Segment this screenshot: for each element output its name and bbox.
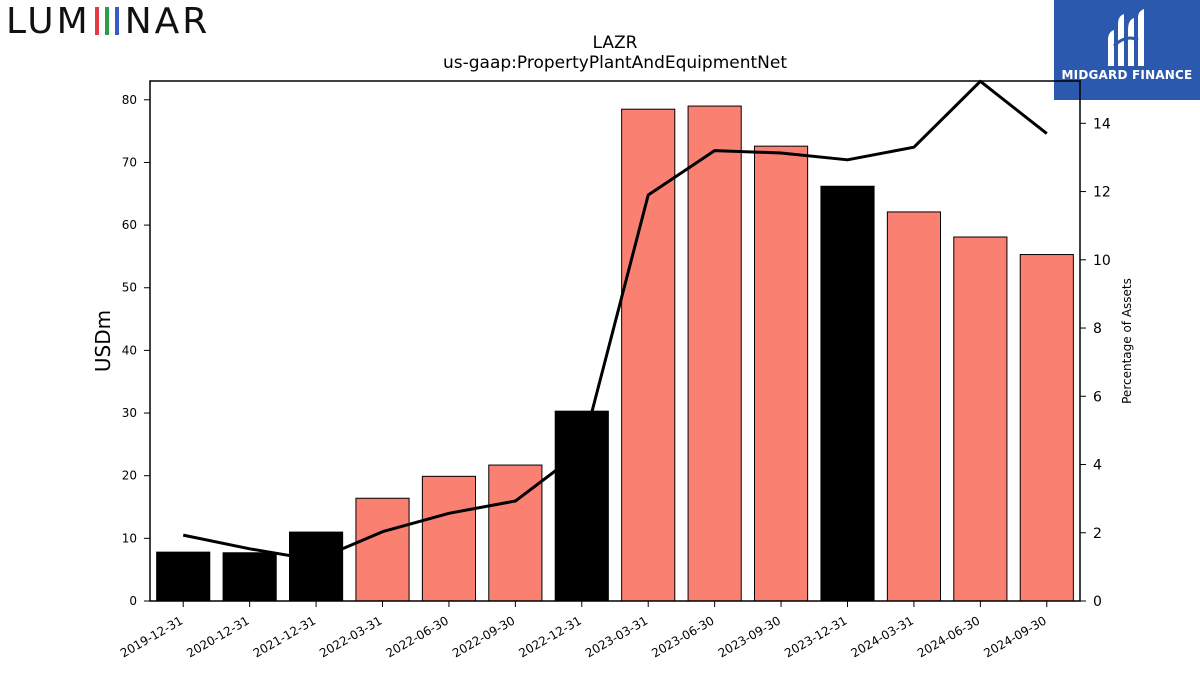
bar-2021-12-31 [289, 531, 344, 602]
bar-2023-12-31 [820, 185, 875, 602]
y2-tick-label-6: 6 [1093, 389, 1102, 405]
x-tick-label-2024-06-30: 2024-06-30 [915, 613, 982, 660]
y2-tick-label-12: 12 [1093, 185, 1111, 201]
bar-2022-12-31 [554, 410, 609, 602]
y2-tick-label-14: 14 [1093, 116, 1111, 132]
y2-axis-label: Percentage of Assets [1120, 278, 1134, 404]
x-tick-label-2023-06-30: 2023-06-30 [649, 613, 716, 660]
midgard-finance-name: MIDGARD FINANCE [1061, 68, 1193, 82]
y2-tick-label-0: 0 [1093, 594, 1102, 610]
logo-bar-red [94, 7, 99, 35]
x-tick-label-2023-12-31: 2023-12-31 [782, 613, 849, 660]
x-tick-label-2024-03-31: 2024-03-31 [849, 613, 916, 660]
x-tick-label-2022-06-30: 2022-06-30 [384, 613, 451, 660]
x-tick-label-2021-12-31: 2021-12-31 [251, 613, 318, 660]
bar-2023-03-31 [621, 108, 676, 602]
plot-frame [149, 80, 1081, 602]
logo-bar-green [104, 7, 109, 35]
x-tick-label-2019-12-31: 2019-12-31 [118, 613, 185, 660]
midgard-finance-logo: MIDGARD FINANCE [1054, 0, 1200, 100]
x-tick-label-2022-12-31: 2022-12-31 [516, 613, 583, 660]
luminar-logo-r: NAR [124, 1, 211, 42]
luminar-logo: LUM NAR [6, 2, 210, 42]
x-tick-label-2024-09-30: 2024-09-30 [981, 613, 1048, 660]
y-tick-label-30: 30 [122, 406, 137, 420]
bar-2023-06-30 [687, 105, 742, 602]
bar-2024-03-31 [886, 211, 941, 602]
bar-2019-12-31 [156, 551, 211, 602]
y2-tick-label-8: 8 [1093, 321, 1102, 337]
y2-tick-label-10: 10 [1093, 253, 1111, 269]
x-tick-label-2020-12-31: 2020-12-31 [184, 613, 251, 660]
bar-2024-09-30 [1019, 254, 1074, 602]
bar-2020-12-31 [222, 552, 277, 602]
midgard-mark-icon [1108, 9, 1144, 66]
y-tick-label-10: 10 [122, 531, 137, 545]
y-tick-label-0: 0 [129, 594, 137, 608]
y-tick-label-20: 20 [122, 469, 137, 483]
bar-2022-03-31 [355, 497, 410, 602]
x-tick-label-2022-09-30: 2022-09-30 [450, 613, 517, 660]
chart-title: LAZR [593, 33, 638, 53]
x-tick-label-2023-09-30: 2023-09-30 [716, 613, 783, 660]
y-axis-label: USDm [91, 310, 115, 372]
percentage-line [182, 79, 1048, 562]
y-tick-label-40: 40 [122, 343, 137, 357]
y-tick-label-70: 70 [122, 155, 137, 169]
x-tick-label-2023-03-31: 2023-03-31 [583, 613, 650, 660]
logo-bar-blue [114, 7, 119, 35]
bar-2024-06-30 [953, 236, 1008, 602]
y-tick-label-50: 50 [122, 281, 137, 295]
y-tick-label-60: 60 [122, 218, 137, 232]
chart-subtitle: us-gaap:PropertyPlantAndEquipmentNet [443, 53, 787, 73]
y-tick-label-80: 80 [122, 93, 137, 107]
y2-tick-label-2: 2 [1093, 526, 1102, 542]
bar-2023-09-30 [754, 145, 809, 602]
luminar-logo-l: LUM [6, 1, 91, 42]
y2-tick-label-4: 4 [1093, 458, 1102, 474]
bar-2022-06-30 [421, 475, 477, 602]
x-tick-label-2022-03-31: 2022-03-31 [317, 613, 384, 660]
